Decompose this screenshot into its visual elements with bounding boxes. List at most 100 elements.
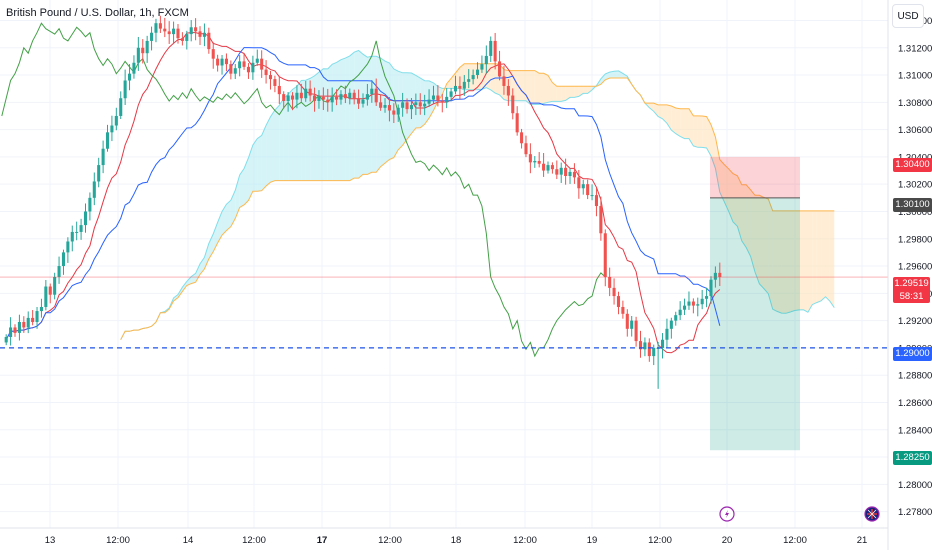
candle-body	[480, 64, 484, 70]
x-tick-label: 13	[45, 535, 56, 546]
currency-button[interactable]: USD	[892, 4, 924, 28]
candle-body	[506, 85, 510, 96]
cloud-segment	[455, 67, 460, 89]
y-tick-label: 1.30000	[898, 207, 932, 218]
candle-body	[414, 102, 418, 106]
cloud-segment	[702, 116, 707, 149]
x-tick-label: 12:00	[106, 535, 130, 546]
x-tick-label: 12:00	[242, 535, 266, 546]
candle-body	[555, 169, 559, 175]
cloud-segment	[609, 71, 615, 78]
cloud-segment	[367, 56, 372, 175]
candlesticks[interactable]	[4, 15, 722, 389]
candle-body	[9, 327, 13, 337]
candle-body	[520, 132, 524, 144]
candle-body	[577, 177, 581, 189]
cloud-segment	[587, 86, 593, 94]
cloud-segment	[420, 78, 425, 128]
ichimoku-cloud	[120, 49, 835, 340]
countdown-value: 58:31	[899, 291, 924, 302]
candle-body	[158, 23, 162, 29]
candle-body	[330, 96, 334, 103]
candle-body	[625, 313, 629, 329]
short-position-tool[interactable]	[710, 156, 800, 451]
candle-body	[44, 286, 48, 307]
event-icons[interactable]	[719, 506, 880, 522]
cloud-segment	[548, 75, 553, 103]
cloud-segment	[239, 168, 245, 208]
candle-body	[123, 80, 127, 99]
cloud-segment	[574, 86, 579, 98]
cloud-segment	[244, 157, 249, 205]
candle-body	[643, 342, 647, 350]
tag-support: 1.29000	[893, 347, 932, 361]
candle-body	[572, 171, 576, 178]
candle-body	[537, 160, 541, 164]
cloud-segment	[684, 108, 689, 139]
candle-body	[630, 320, 634, 329]
candle-body	[13, 327, 17, 333]
horizontal-levels[interactable]	[0, 276, 888, 349]
candle-body	[423, 103, 427, 107]
candle-body	[665, 328, 669, 340]
cloud-segment	[336, 59, 341, 181]
cloud-segment	[323, 68, 328, 181]
cloud-segment	[719, 159, 725, 202]
candle-body	[458, 85, 462, 89]
candle-body	[462, 81, 466, 89]
senkou-a-line	[120, 49, 835, 340]
candle-body	[4, 336, 8, 343]
uk-flag-event-icon	[864, 506, 880, 522]
cloud-segment	[393, 68, 399, 158]
candle-body	[599, 206, 603, 234]
y-tick-label: 1.28800	[898, 371, 932, 382]
candle-body	[696, 304, 700, 306]
candle-body	[88, 197, 92, 212]
cloud-segment	[296, 80, 302, 181]
flag-icon-diag	[867, 509, 877, 519]
cloud-segment	[821, 210, 826, 301]
cloud-segment	[398, 71, 403, 150]
cloud-segment	[816, 210, 822, 303]
candle-body	[475, 69, 480, 76]
cloud-segment	[790, 210, 795, 313]
candle-body	[145, 40, 149, 54]
candle-body	[238, 61, 242, 69]
candle-body	[383, 105, 387, 108]
y-tick-label: 1.29600	[898, 262, 932, 273]
cloud-segment	[182, 281, 187, 292]
candle-body	[634, 320, 638, 342]
chart-title: British Pound / U.S. Dollar, 1h, FXCM	[6, 7, 189, 19]
candle-body	[242, 61, 246, 67]
candle-body	[590, 195, 594, 197]
cloud-segment	[710, 124, 716, 169]
candle-body	[453, 85, 458, 92]
chikou-line	[1, 22, 606, 358]
cloud-segment	[666, 104, 672, 131]
cloud-segment	[653, 103, 659, 117]
candle-body	[559, 167, 563, 175]
candle-body	[66, 241, 70, 253]
candle-body	[387, 105, 391, 111]
cloud-segment	[781, 210, 786, 314]
cloud-segment	[671, 106, 676, 134]
candle-body	[471, 75, 475, 80]
candle-body	[119, 98, 123, 116]
cloud-segment	[429, 80, 434, 119]
candle-body	[110, 125, 114, 133]
candle-body	[308, 88, 312, 96]
x-tick-label: 19	[587, 535, 598, 546]
candle-body	[79, 225, 83, 232]
candle-body	[674, 315, 678, 321]
candle-body	[35, 311, 39, 322]
candle-body	[418, 102, 422, 107]
candle-body	[493, 40, 497, 62]
candle-body	[365, 94, 369, 100]
cloud-segment	[755, 195, 760, 284]
y-tick-label: 1.29200	[898, 316, 932, 327]
lightning-event-icon	[719, 506, 735, 522]
candle-body	[405, 102, 409, 110]
cloud-segment	[204, 243, 209, 269]
x-tick-label: 12:00	[378, 535, 402, 546]
